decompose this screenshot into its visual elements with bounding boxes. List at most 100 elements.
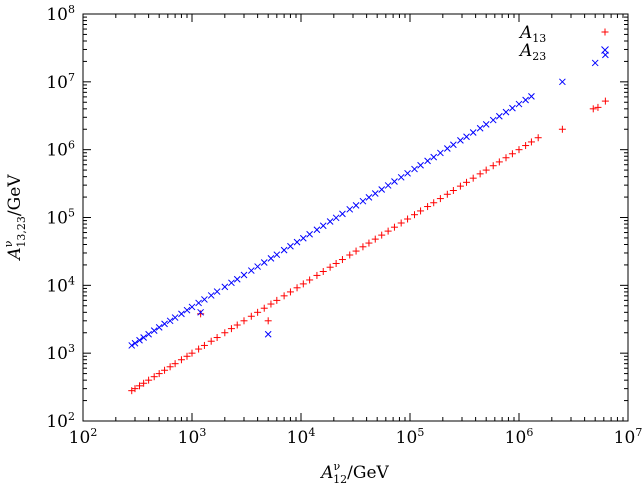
a13-point <box>515 146 523 154</box>
a13-point <box>319 267 327 275</box>
a13-point <box>508 150 516 158</box>
y-tick-label: 107 <box>46 71 75 93</box>
a23-point <box>528 93 535 100</box>
a23-point <box>502 108 510 116</box>
a23-point <box>287 242 294 250</box>
a13-point <box>150 373 158 381</box>
a13-point <box>352 247 360 255</box>
a23-point <box>293 238 301 246</box>
a13-point <box>476 170 484 178</box>
a23-point <box>280 246 288 254</box>
a13-point <box>332 259 340 267</box>
a13-point <box>430 199 438 207</box>
a13-point <box>594 103 602 111</box>
a23-point <box>391 178 398 185</box>
a23-point <box>240 271 248 279</box>
a23-point <box>384 182 392 189</box>
a23-point <box>313 226 321 234</box>
a23-legend-symbol <box>601 46 609 54</box>
a13-legend-symbol <box>601 28 609 36</box>
a13-point <box>463 178 471 186</box>
a13-point <box>359 243 367 251</box>
a23-point <box>411 165 418 173</box>
a23-point <box>188 303 196 311</box>
a23-point <box>178 310 185 318</box>
a13-point <box>155 370 163 378</box>
a23-point <box>131 339 139 347</box>
a13-point <box>254 308 262 316</box>
a23-point <box>306 230 313 238</box>
x-tick-labels: 102 103 104 105 106 107 <box>69 426 643 448</box>
a13-point <box>489 162 497 170</box>
a23-point <box>371 190 379 197</box>
a23-point <box>247 267 255 274</box>
a13-point <box>161 366 169 374</box>
a13-point <box>338 256 346 264</box>
a13-point <box>207 337 215 345</box>
a23-point <box>450 141 457 149</box>
a23-point <box>166 317 174 325</box>
a13-point <box>397 219 405 227</box>
a13-point <box>346 251 354 259</box>
a23-point <box>213 288 221 295</box>
a23-point <box>424 157 431 165</box>
a13-point <box>306 276 314 284</box>
a13-point <box>522 142 530 150</box>
a23-point <box>359 197 367 205</box>
a23-point <box>264 330 272 338</box>
data-points <box>128 51 609 395</box>
a23-point <box>136 336 143 344</box>
x-tick-label: 105 <box>396 426 425 448</box>
a23-point <box>559 78 566 86</box>
a23-point <box>352 202 360 209</box>
a23-point <box>522 96 529 104</box>
a13-point <box>424 203 432 211</box>
a13-point <box>482 166 490 174</box>
a23-point <box>201 296 208 303</box>
a23-point <box>476 124 484 132</box>
a23-point <box>457 137 464 144</box>
a13-point <box>188 349 196 357</box>
a13-point <box>273 296 281 304</box>
a23-point <box>260 259 268 266</box>
a13-point <box>411 211 419 219</box>
a13-point <box>326 263 334 271</box>
a23-point <box>171 314 179 321</box>
a13-point <box>197 310 205 318</box>
a23-point <box>437 149 444 157</box>
a13-point <box>495 158 503 166</box>
a23-point <box>197 308 204 316</box>
legend-label-a13: A13 <box>518 23 546 45</box>
a23-point <box>482 121 490 128</box>
a13-point <box>371 235 379 243</box>
a23-point <box>273 251 281 259</box>
x-tick-label: 103 <box>178 426 207 448</box>
a13-point <box>166 363 174 371</box>
a13-point <box>558 125 566 133</box>
a13-point <box>313 271 321 279</box>
a13-point <box>384 227 392 235</box>
a23-point <box>319 222 327 230</box>
y-tick-label: 104 <box>46 274 75 296</box>
a23-point <box>463 133 470 141</box>
a23-point <box>221 283 229 291</box>
a13-point <box>449 187 457 195</box>
a13-point <box>264 317 272 325</box>
a23-point <box>404 169 411 177</box>
a23-point <box>346 205 354 213</box>
a23-point <box>228 279 235 287</box>
a13-point <box>221 329 229 337</box>
a23-point <box>195 299 202 307</box>
a13-point <box>417 207 425 215</box>
a23-point <box>128 342 136 349</box>
a23-point <box>183 306 191 314</box>
a13-point <box>213 334 221 342</box>
legend-marker-a13 <box>601 28 609 36</box>
y-axis-title: Aν13,23/GeV <box>2 174 28 262</box>
y-tick-label: 102 <box>46 410 75 432</box>
axis-ticks <box>82 13 629 422</box>
a23-point <box>207 292 215 299</box>
a23-point <box>397 173 405 181</box>
a23-point <box>254 263 261 270</box>
